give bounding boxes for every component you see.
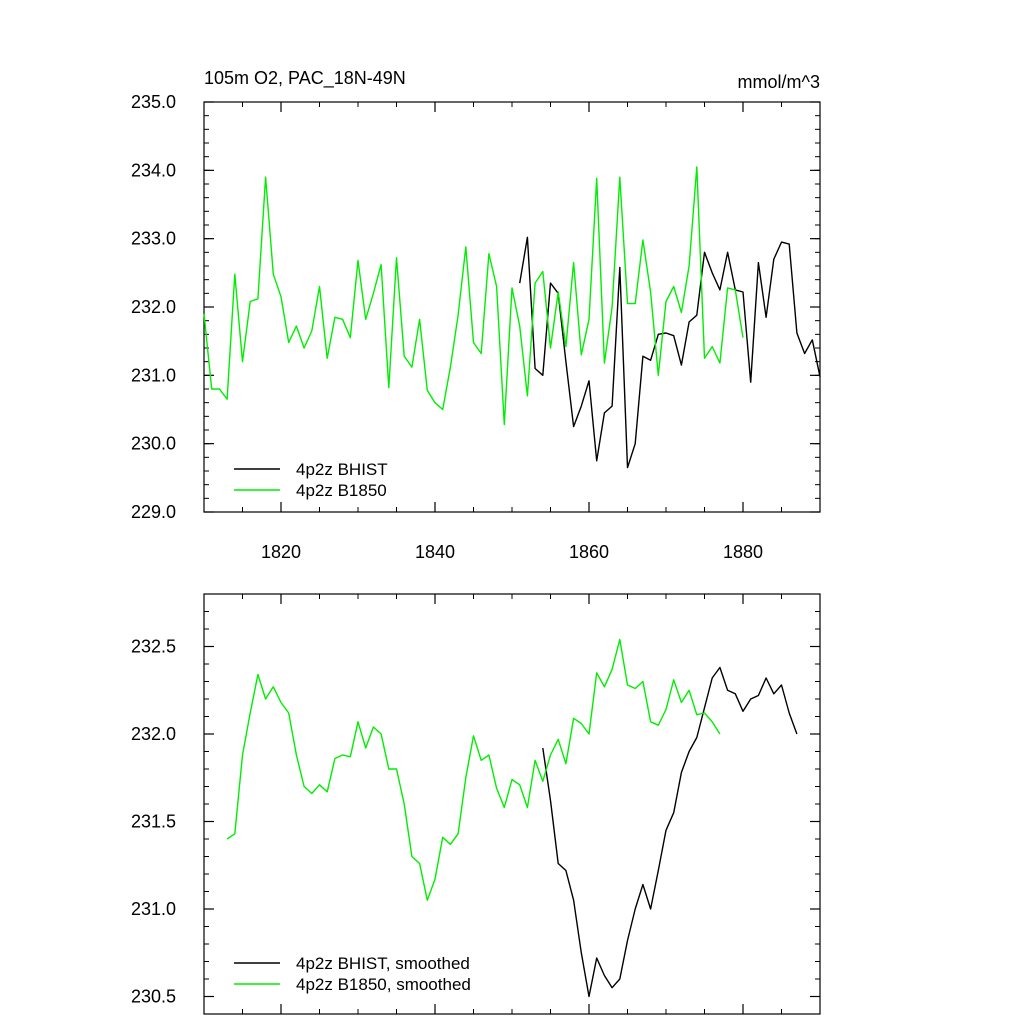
top-y-tick-label: 234.0 bbox=[131, 160, 176, 180]
top-y-tick-label: 231.0 bbox=[131, 365, 176, 385]
bottom-series-b1850-line bbox=[226, 638, 721, 901]
bottom-plot-frame bbox=[203, 593, 821, 1015]
top-x-tick-label: 1820 bbox=[261, 542, 301, 562]
top-chart-units: mmol/m^3 bbox=[738, 72, 820, 92]
top-y-tick-label: 229.0 bbox=[131, 502, 176, 522]
top-y-tick-label: 232.0 bbox=[131, 297, 176, 317]
bottom-series-bhist-line bbox=[542, 666, 798, 998]
top-chart-title: 105m O2, PAC_18N-49N bbox=[204, 68, 406, 89]
top-plot-frame bbox=[203, 101, 821, 513]
top-y-tick-label: 230.0 bbox=[131, 434, 176, 454]
bottom-y-tick-label: 231.5 bbox=[131, 812, 176, 832]
top-y-tick-label: 233.0 bbox=[131, 229, 176, 249]
top-chart-panel: 229.0 230.0 231.0 232.0 233.0 234.0 235.0 1820 1… bbox=[131, 92, 821, 562]
top-x-tick-label: 1860 bbox=[569, 542, 609, 562]
top-series-b1850-line bbox=[203, 166, 744, 426]
bottom-y-tick-label: 232.0 bbox=[131, 724, 176, 744]
bottom-y-tick-label: 232.5 bbox=[131, 637, 176, 657]
top-x-tick-label: 1840 bbox=[415, 542, 455, 562]
top-legend-label-bhist: 4p2z BHIST bbox=[296, 460, 388, 479]
top-y-tick-label: 235.0 bbox=[131, 92, 176, 112]
bottom-chart-panel: 230.5 231.0 231.5 232.0 232.5 4p2z BHIST, smo… bbox=[131, 593, 821, 1015]
bottom-legend-label-b1850: 4p2z B1850, smoothed bbox=[296, 975, 471, 994]
top-x-tick-label: 1880 bbox=[723, 542, 763, 562]
top-legend-label-b1850: 4p2z B1850 bbox=[296, 481, 387, 500]
bottom-y-tick-label: 231.0 bbox=[131, 899, 176, 919]
bottom-legend-label-bhist: 4p2z BHIST, smoothed bbox=[296, 954, 470, 973]
bottom-y-tick-label: 230.5 bbox=[131, 987, 176, 1007]
top-series-bhist-line bbox=[519, 236, 821, 469]
